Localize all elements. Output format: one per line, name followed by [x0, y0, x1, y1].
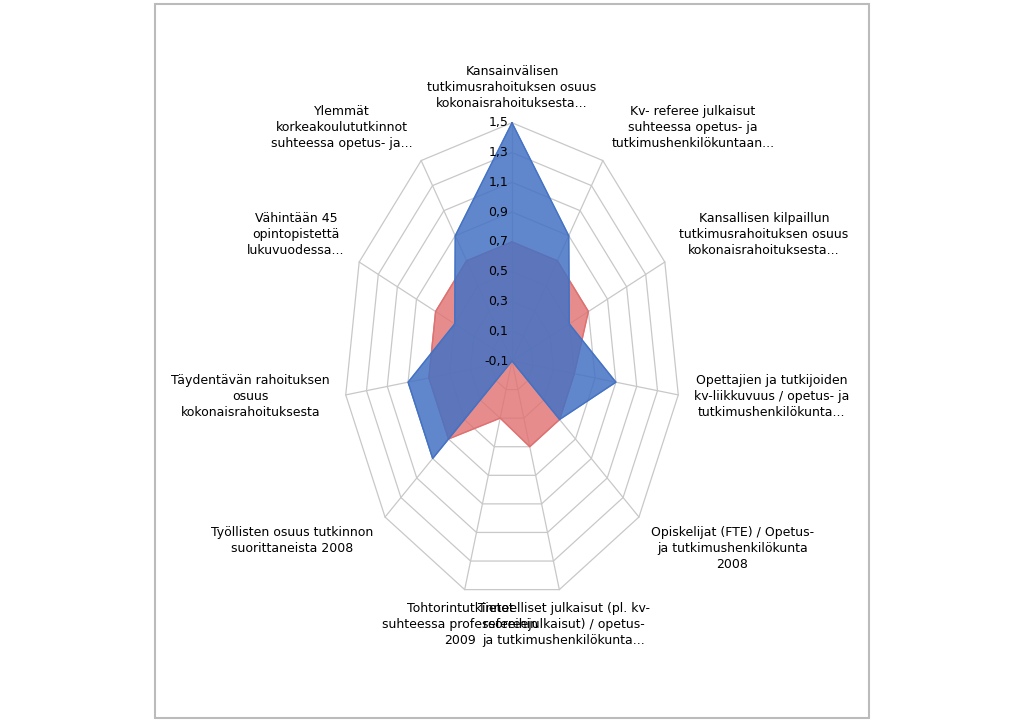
Text: 0,3: 0,3 [488, 295, 508, 308]
Text: 1,1: 1,1 [488, 175, 508, 189]
Text: 1,5: 1,5 [488, 116, 508, 129]
Text: Tohtorintutkinnot
suhteessa professoreihin
2009: Tohtorintutkinnot suhteessa professoreih… [382, 602, 539, 647]
Polygon shape [409, 123, 615, 458]
Text: Ylemmät
korkeakoulututkinnot
suhteessa opetus- ja...: Ylemmät korkeakoulututkinnot suhteessa o… [271, 105, 413, 149]
Text: Kv- referee julkaisut
suhteessa opetus- ja
tutkimushenkilökuntaan...: Kv- referee julkaisut suhteessa opetus- … [611, 105, 774, 149]
Text: 0,9: 0,9 [488, 206, 508, 219]
Text: Opettajien ja tutkijoiden
kv-liikkuvuus / opetus- ja
tutkimushenkilökunta...: Opettajien ja tutkijoiden kv-liikkuvuus … [694, 374, 849, 419]
Text: Vähintään 45
opintopistettä
lukuvuodessa...: Vähintään 45 opintopistettä lukuvuodessa… [247, 212, 345, 256]
Text: 0,5: 0,5 [488, 265, 508, 278]
Text: 0,1: 0,1 [488, 325, 508, 338]
Polygon shape [429, 242, 589, 447]
Text: Opiskelijat (FTE) / Opetus-
ja tutkimushenkilökunta
2008: Opiskelijat (FTE) / Opetus- ja tutkimush… [651, 526, 814, 570]
Text: Kansallisen kilpaillun
tutkimusrahoituksen osuus
kokonaisrahoituksesta...: Kansallisen kilpaillun tutkimusrahoituks… [679, 212, 849, 256]
Text: 0,7: 0,7 [488, 235, 508, 248]
Text: Kansainvälisen
tutkimusrahoituksen osuus
kokonaisrahoituksesta...: Kansainvälisen tutkimusrahoituksen osuus… [427, 65, 597, 110]
Text: Työllisten osuus tutkinnon
suorittaneista 2008: Työllisten osuus tutkinnon suorittaneist… [211, 526, 373, 554]
Text: Tieteelliset julkaisut (pl. kv-
refereejulkaisut) / opetus-
ja tutkimushenkilöku: Tieteelliset julkaisut (pl. kv- refereej… [478, 602, 650, 647]
Text: 1,3: 1,3 [488, 146, 508, 159]
Text: Täydentävän rahoituksen
osuus
kokonaisrahoituksesta: Täydentävän rahoituksen osuus kokonaisra… [171, 374, 330, 419]
Text: -0,1: -0,1 [484, 355, 508, 367]
